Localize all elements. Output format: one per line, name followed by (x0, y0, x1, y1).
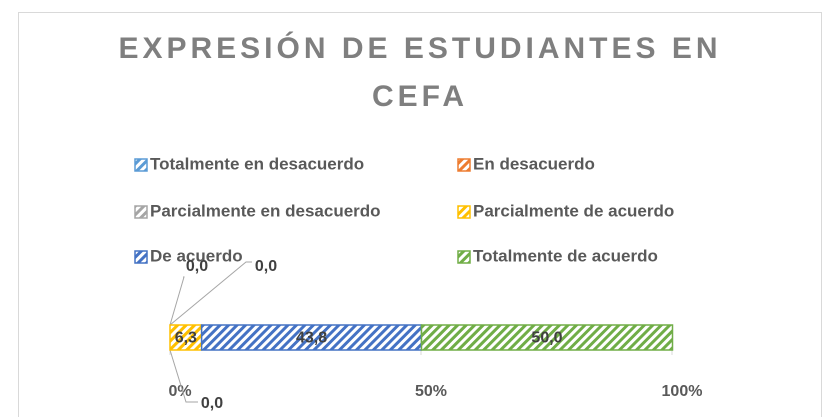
legend-label: Totalmente en desacuerdo (150, 154, 364, 173)
bar-segment (169, 324, 203, 351)
data-label: 0,0 (255, 258, 277, 275)
leader-line (169, 276, 185, 326)
legend-marker (457, 205, 471, 219)
data-label: 0,0 (201, 395, 223, 412)
chart-title: CEFA (372, 80, 468, 113)
x-tick-label: 50% (415, 383, 447, 400)
legend-label: Totalmente de acuerdo (473, 246, 658, 265)
data-label: 6,3 (175, 330, 197, 347)
data-label: 0,0 (186, 258, 208, 275)
legend-label: En desacuerdo (473, 154, 595, 173)
legend-marker (457, 158, 471, 172)
legend-marker (134, 250, 148, 264)
legend-marker (457, 250, 471, 264)
legend-label: De acuerdo (150, 246, 243, 265)
x-tick-label: 100% (662, 383, 703, 400)
x-tick-label: 0% (168, 383, 191, 400)
legend-label: Parcialmente en desacuerdo (150, 201, 381, 220)
data-label: 43,8 (296, 330, 327, 347)
legend-label: Parcialmente de acuerdo (473, 201, 674, 220)
chart-title: EXPRESIÓN DE ESTUDIANTES EN (118, 31, 721, 65)
legend-marker (134, 205, 148, 219)
bar-segment (420, 324, 674, 351)
legend-marker (134, 158, 148, 172)
leader-line (169, 261, 252, 326)
leader-line (169, 349, 198, 403)
data-label: 50,0 (531, 330, 562, 347)
bar-segment (200, 324, 423, 351)
